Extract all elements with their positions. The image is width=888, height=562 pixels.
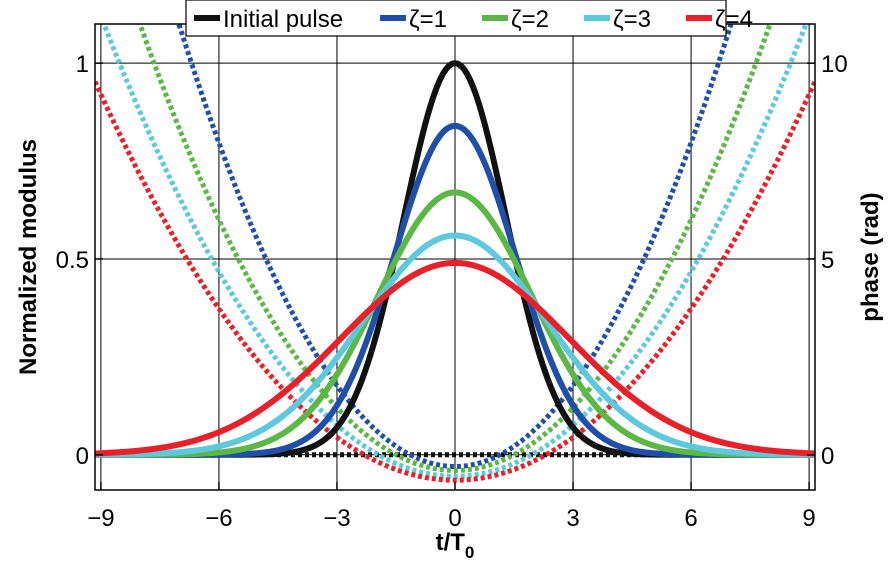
y-axis-label-left: Normalized modulus (15, 139, 42, 375)
phase-line-series-4 (95, 80, 815, 483)
phase-line-series-2 (137, 24, 773, 473)
legend-item-3: ζ=3 (584, 6, 651, 33)
x-axis-label: t/T0 (436, 529, 475, 562)
tick-marks (95, 62, 815, 490)
legend-label: ζ=3 (613, 6, 651, 33)
x-tick-label: −9 (87, 505, 114, 532)
y-tick-label-right: 0 (821, 443, 834, 470)
legend-label: ζ=2 (511, 6, 549, 33)
phase-line-series-1 (176, 24, 734, 470)
legend-item-0: Initial pulse (194, 6, 343, 33)
legend: Initial pulse ζ=1 ζ=2 ζ=3 ζ=4 (185, 0, 753, 37)
x-tick-label: 9 (802, 505, 815, 532)
x-tick-label: 0 (448, 505, 461, 532)
plot-area (95, 24, 815, 483)
legend-item-4: ζ=4 (686, 6, 753, 33)
x-tick-label: −3 (323, 505, 350, 532)
legend-box (185, 0, 727, 37)
legend-item-2: ζ=2 (482, 6, 549, 33)
y-tick-label-right: 5 (821, 247, 834, 274)
x-axis-label-subscript: 0 (465, 543, 474, 562)
y-tick-label-right: 10 (821, 51, 848, 78)
grid (95, 24, 815, 490)
modulus-line-series-3 (95, 232, 815, 458)
y-tick-label-left: 0.5 (56, 247, 89, 274)
y-tick-label-left: 0 (76, 443, 89, 470)
legend-label: Initial pulse (223, 6, 343, 33)
modulus-line-series-2 (95, 189, 815, 458)
x-tick-label: −6 (205, 505, 232, 532)
phase-line-series-3 (101, 24, 809, 479)
y-tick-label-left: 1 (76, 51, 89, 78)
legend-label: ζ=4 (715, 6, 753, 33)
legend-item-1: ζ=1 (380, 6, 447, 33)
y-axis-label-right: phase (rad) (857, 192, 884, 321)
legend-label: ζ=1 (409, 6, 447, 33)
modulus-line-series-4 (95, 259, 815, 457)
x-axis-label-main: t/T (436, 529, 466, 556)
x-tick-label: 3 (566, 505, 579, 532)
x-tick-label: 6 (684, 505, 697, 532)
